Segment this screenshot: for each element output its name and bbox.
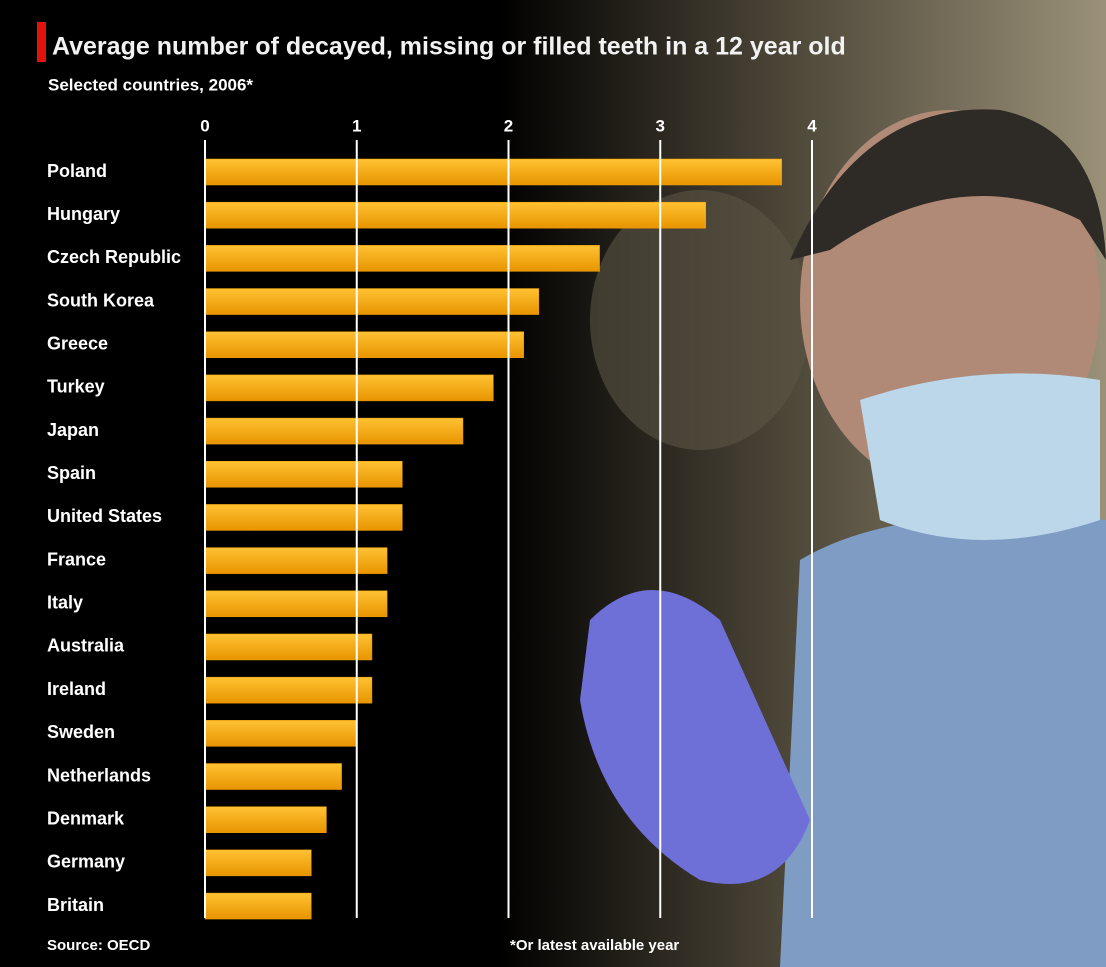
chart-title: Average number of decayed, missing or fi…	[52, 33, 846, 61]
grid	[204, 140, 813, 918]
bar	[204, 547, 388, 574]
accent-bar	[37, 22, 46, 62]
source: Source: OECD	[47, 937, 151, 954]
category-label: United States	[47, 506, 162, 526]
bars	[204, 158, 782, 920]
bar	[204, 158, 782, 186]
x-tick-label: 0	[200, 116, 209, 135]
category-label: Spain	[47, 463, 96, 483]
bar	[204, 504, 403, 531]
category-label: Britain	[47, 895, 104, 915]
category-label: Ireland	[47, 679, 106, 699]
category-label: Germany	[47, 852, 125, 872]
bar	[204, 245, 600, 272]
category-label: Sweden	[47, 722, 115, 742]
category-label: Hungary	[47, 204, 120, 224]
category-label: Turkey	[47, 377, 105, 397]
bar	[204, 417, 464, 445]
bar	[204, 676, 373, 704]
bar	[204, 288, 540, 315]
bar	[204, 201, 707, 229]
bar	[204, 892, 312, 920]
category-label: Denmark	[47, 808, 125, 828]
category-label: Czech Republic	[47, 247, 181, 267]
category-label: Netherlands	[47, 765, 151, 785]
category-label: Greece	[47, 333, 108, 353]
category-label: Poland	[47, 161, 107, 181]
chart-subtitle: Selected countries, 2006*	[48, 75, 253, 94]
bar	[204, 849, 312, 877]
footnote: *Or latest available year	[510, 937, 679, 954]
bar	[204, 763, 342, 790]
category-label: Japan	[47, 420, 99, 440]
category-label: South Korea	[47, 290, 155, 310]
bar	[204, 590, 388, 618]
bar	[204, 374, 494, 402]
x-tick-label: 4	[807, 116, 817, 135]
x-tick-label: 3	[656, 116, 665, 135]
photo-decoration	[580, 109, 1106, 967]
bar	[204, 633, 373, 661]
x-tick-label: 1	[352, 116, 361, 135]
bar	[204, 720, 357, 747]
category-label: Australia	[47, 636, 125, 656]
bar	[204, 331, 524, 358]
category-label: France	[47, 549, 106, 569]
bar	[204, 461, 403, 488]
x-tick-label: 2	[504, 116, 513, 135]
category-label: Italy	[47, 593, 83, 613]
bar	[204, 806, 327, 833]
